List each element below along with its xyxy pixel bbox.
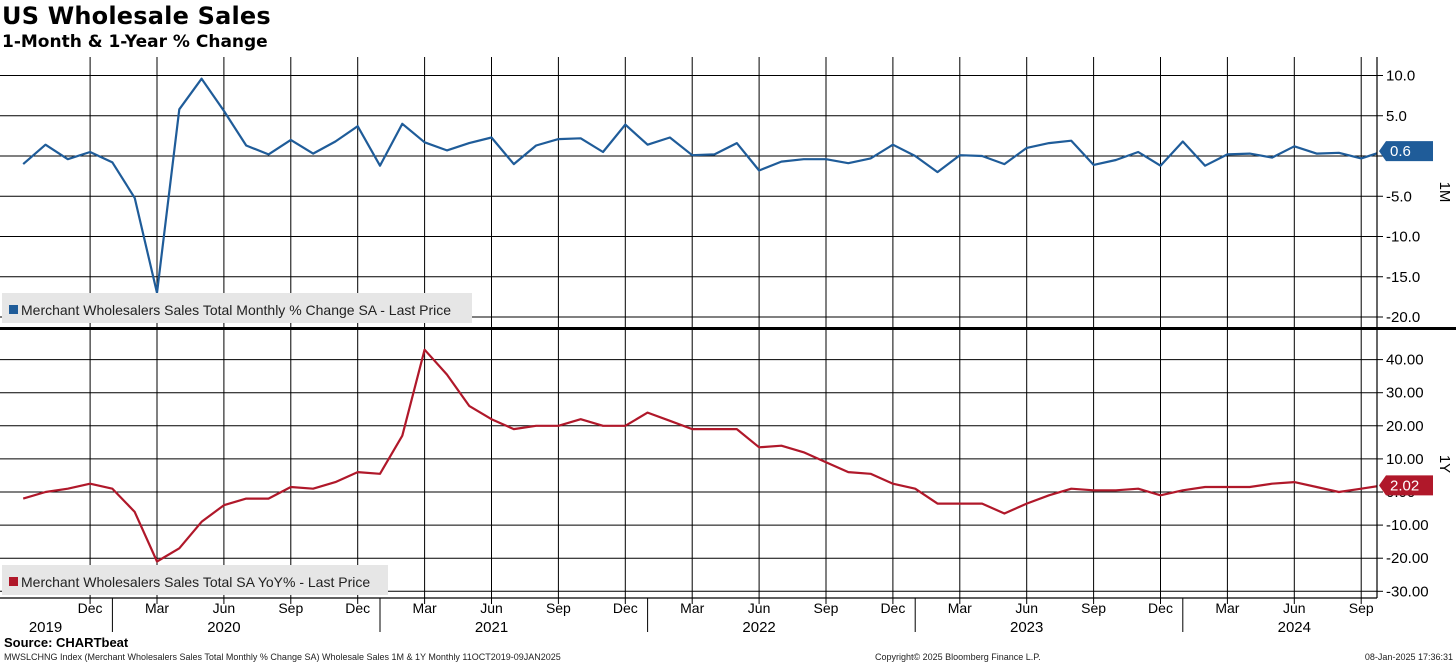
axis-layer: 10.05.00.0-5.0-10.0-15.0-20.01M0.640.003… xyxy=(0,57,1456,632)
legend-label: Merchant Wholesalers Sales Total Monthly… xyxy=(21,302,451,318)
x-tick-label: Dec xyxy=(613,600,638,616)
x-tick-label: Sep xyxy=(1349,600,1374,616)
last-value-tag xyxy=(1379,141,1433,162)
x-tick-label: Jun xyxy=(1283,600,1306,616)
y-tick-label: 40.00 xyxy=(1386,352,1424,369)
y-tick-label: 20.00 xyxy=(1386,418,1424,435)
timestamp-note: 08-Jan-2025 17:36:31 xyxy=(1364,652,1453,662)
y-tick-label: -20.0 xyxy=(1386,309,1420,326)
x-year-label: 2023 xyxy=(1010,619,1043,632)
last-value-label: 0.6 xyxy=(1390,143,1411,160)
y-axis-name: 1M xyxy=(1436,182,1453,203)
x-tick-label: Jun xyxy=(213,600,236,616)
x-tick-label: Dec xyxy=(345,600,370,616)
y-tick-label: -20.00 xyxy=(1386,550,1429,567)
panel-2-grid xyxy=(0,330,1377,598)
x-tick-label: Dec xyxy=(78,600,103,616)
y-tick-label: -30.00 xyxy=(1386,583,1429,600)
x-tick-label: Mar xyxy=(1215,600,1239,616)
y-tick-label: -5.0 xyxy=(1386,188,1412,205)
x-year-label: 2024 xyxy=(1278,619,1311,632)
last-value-label: 2.02 xyxy=(1390,477,1419,494)
chart-subtitle: 1-Month & 1-Year % Change xyxy=(2,32,268,52)
ticker-note: MWSLCHNG Index (Merchant Wholesalers Sal… xyxy=(4,652,561,662)
x-tick-label: Jun xyxy=(748,600,771,616)
series-line xyxy=(22,348,1377,563)
legend-box xyxy=(2,293,472,323)
y-tick-label: -10.0 xyxy=(1386,229,1420,246)
x-tick-label: Mar xyxy=(680,600,704,616)
series-line xyxy=(22,77,1377,294)
x-tick-label: Sep xyxy=(814,600,839,616)
legend-swatch xyxy=(9,577,18,586)
legend-label: Merchant Wholesalers Sales Total SA YoY%… xyxy=(21,574,370,590)
x-tick-label: Mar xyxy=(145,600,169,616)
x-year-label: 2020 xyxy=(207,619,240,632)
source-note: Source: CHARTbeat xyxy=(4,635,129,650)
x-tick-label: Sep xyxy=(546,600,571,616)
legend-box xyxy=(2,565,388,595)
legend-swatch xyxy=(9,305,18,314)
panel-1-grid xyxy=(0,57,1377,327)
x-tick-label: Sep xyxy=(278,600,303,616)
last-value-tag xyxy=(1379,475,1433,496)
x-tick-label: Mar xyxy=(413,600,437,616)
chart-title: US Wholesale Sales xyxy=(2,2,271,30)
y-tick-label: 10.0 xyxy=(1386,68,1415,85)
x-tick-label: Dec xyxy=(1148,600,1173,616)
series-layer: Merchant Wholesalers Sales Total Monthly… xyxy=(2,77,1377,595)
x-year-label: 2021 xyxy=(475,619,508,632)
x-year-label: 2019 xyxy=(29,619,62,632)
x-tick-label: Mar xyxy=(948,600,972,616)
y-tick-label: 5.0 xyxy=(1386,108,1407,125)
x-tick-label: Jun xyxy=(1015,600,1038,616)
x-tick-label: Dec xyxy=(880,600,905,616)
chart-canvas: Merchant Wholesalers Sales Total Monthly… xyxy=(0,57,1456,632)
x-tick-label: Jun xyxy=(480,600,503,616)
x-year-label: 2022 xyxy=(742,619,775,632)
y-tick-label: -10.00 xyxy=(1386,517,1429,534)
copyright-note: Copyright© 2025 Bloomberg Finance L.P. xyxy=(875,652,1041,662)
y-tick-label: 30.00 xyxy=(1386,385,1424,402)
y-tick-label: -15.0 xyxy=(1386,269,1420,286)
y-tick-label: 10.00 xyxy=(1386,451,1424,468)
y-axis-name: 1Y xyxy=(1436,455,1453,473)
x-tick-label: Sep xyxy=(1081,600,1106,616)
